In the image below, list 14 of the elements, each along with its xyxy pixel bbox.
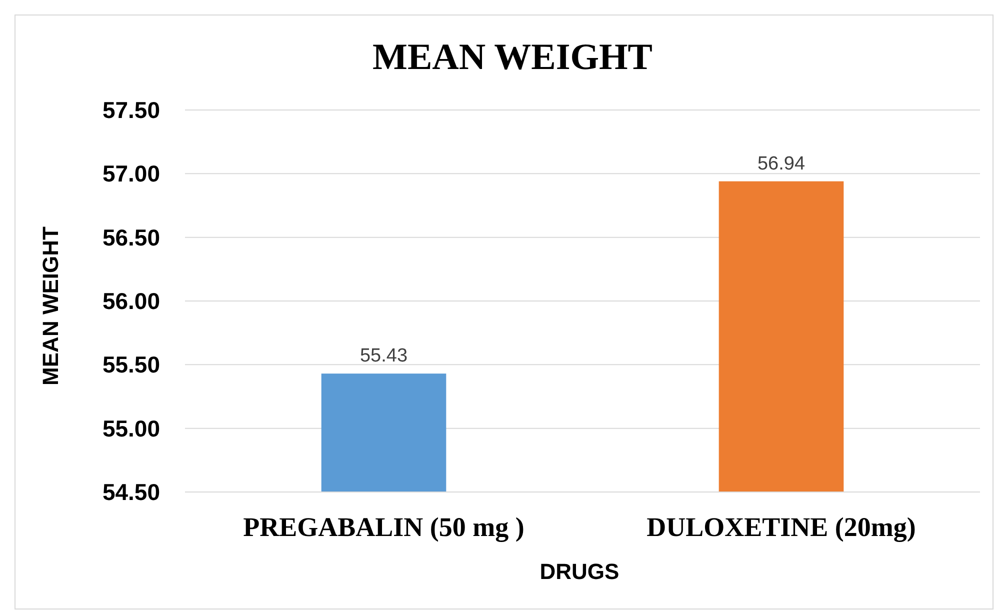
data-label: 55.43 [360, 346, 408, 367]
y-tick-label: 56.50 [102, 224, 160, 250]
y-tick-label: 57.00 [102, 160, 160, 187]
y-axis-title: MEAN WEIGHT [38, 226, 63, 386]
y-tick-label: 56.00 [102, 288, 160, 314]
data-label: 56.94 [757, 153, 806, 174]
chart-title: MEAN WEIGHT [372, 37, 653, 78]
y-tick-label: 57.50 [102, 97, 160, 124]
x-tick-label: DULOXETINE (20mg) [646, 512, 916, 542]
x-axis-title: DRUGS [540, 559, 620, 584]
y-tick-label: 54.50 [102, 479, 160, 506]
x-tick-label: PREGABALIN (50 mg ) [243, 512, 524, 542]
y-tick-label: 55.00 [102, 415, 160, 442]
y-tick-label: 55.50 [102, 352, 160, 378]
